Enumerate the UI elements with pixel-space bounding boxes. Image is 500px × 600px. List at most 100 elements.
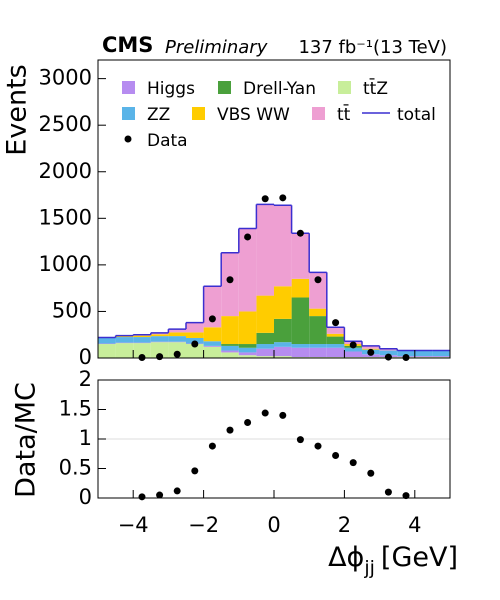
y-tick-label: 1000: [39, 252, 92, 276]
lumi: 137 fb⁻¹(13 TeV): [298, 37, 447, 58]
histogram-segment: [256, 332, 274, 345]
ratio-point: [349, 459, 357, 467]
histogram-segment: [115, 343, 134, 358]
histogram-segment: [221, 345, 239, 351]
ratio-point: [173, 487, 181, 495]
histogram-segment: [186, 344, 204, 358]
histogram-segment: [115, 336, 134, 338]
histogram-segment: [133, 335, 151, 338]
ratio-point: [314, 442, 322, 450]
legend-label: Data: [147, 131, 188, 151]
histogram-segment: [414, 350, 433, 357]
y-tick-label: 2: [79, 367, 92, 391]
x-label-sub: jj: [363, 557, 375, 579]
histogram-segment: [379, 348, 398, 351]
data-point: [384, 353, 392, 361]
histogram-segment: [150, 336, 169, 342]
histogram-segment: [309, 344, 327, 348]
histogram-segment: [344, 347, 362, 352]
histogram-segment: [186, 322, 204, 333]
ratio-point: [332, 452, 340, 460]
histogram-segment: [414, 356, 433, 358]
histogram-segment: [326, 344, 345, 348]
histogram-segment: [309, 272, 327, 309]
ratio-point: [296, 436, 304, 444]
x-tick-label: −4: [118, 513, 149, 537]
histogram-segment: [291, 344, 310, 348]
histogram-segment: [203, 286, 222, 328]
y-tick-label: 0: [79, 345, 92, 369]
histogram-segment: [432, 356, 450, 358]
data-point: [226, 276, 234, 284]
ratio-point: [244, 418, 252, 426]
histogram-segment: [221, 344, 239, 346]
histogram-segment: [274, 286, 292, 319]
histogram-segment: [238, 347, 257, 353]
histogram-segment: [326, 336, 345, 345]
data-point: [349, 341, 357, 349]
histogram-segment: [274, 318, 292, 343]
legend-swatch: [122, 81, 135, 94]
ratio-point: [384, 488, 392, 496]
experiment: CMS: [102, 33, 153, 57]
y-tick-label: 3000: [39, 66, 92, 90]
x-tick-label: −2: [188, 513, 219, 537]
legend-label: ZZ: [147, 105, 170, 125]
histogram-segment: [256, 295, 274, 333]
histogram-segment: [186, 332, 204, 338]
histogram-segment: [221, 352, 239, 358]
histogram-segment: [291, 278, 310, 298]
histogram-segment: [326, 333, 345, 337]
y-axis-label: Events: [2, 64, 33, 155]
data-point: [332, 319, 340, 327]
legend-label: Drell-Yan: [243, 79, 316, 99]
legend-label: Higgs: [147, 79, 195, 99]
histogram-segment: [309, 308, 327, 317]
histogram-segment: [379, 350, 398, 356]
plot-frame: [97, 379, 451, 499]
histogram-segment: [326, 327, 345, 334]
histogram-segment: [362, 345, 380, 349]
histogram-segment: [256, 356, 274, 358]
ratio-point: [367, 469, 375, 477]
histogram-segment: [133, 337, 151, 343]
data-point: [314, 276, 322, 284]
x-axis-label: Δϕjj [GeV]: [328, 542, 458, 579]
histogram-segment: [256, 204, 274, 296]
histogram-segment: [238, 344, 257, 348]
data-point: [244, 233, 252, 241]
data-point: [367, 348, 375, 356]
histogram-segment: [291, 297, 310, 345]
legend-label: tt̄: [337, 103, 351, 125]
histogram-segment: [291, 347, 310, 358]
data-point: [156, 353, 164, 361]
data-point: [173, 350, 181, 358]
ratio-point: [191, 467, 199, 475]
histogram-segment: [221, 350, 239, 353]
ratio-point: [226, 426, 234, 434]
histogram-segment: [256, 344, 274, 349]
histogram-segment: [274, 356, 292, 358]
legend-swatch: [218, 81, 231, 94]
histogram-segment: [203, 346, 222, 358]
y-tick-label: 2000: [39, 159, 92, 183]
histogram-segment: [133, 343, 151, 358]
histogram-segment: [291, 233, 310, 279]
legend-swatch: [192, 107, 205, 120]
ratio-point: [279, 411, 287, 419]
data-point: [191, 340, 199, 348]
status: Preliminary: [165, 37, 268, 58]
histogram-segment: [150, 342, 169, 358]
y-tick-label: 2500: [39, 112, 92, 136]
ratio-point: [156, 491, 164, 499]
y-tick-label: 0: [79, 485, 92, 509]
y-tick-label: 500: [52, 298, 92, 322]
histogram-segment: [115, 337, 134, 343]
histogram-segment: [238, 355, 257, 358]
histogram-segment: [274, 342, 292, 347]
histogram-segment: [203, 327, 222, 342]
histogram-segment: [326, 347, 345, 358]
histogram-segment: [274, 205, 292, 287]
histogram-segment: [168, 342, 186, 358]
